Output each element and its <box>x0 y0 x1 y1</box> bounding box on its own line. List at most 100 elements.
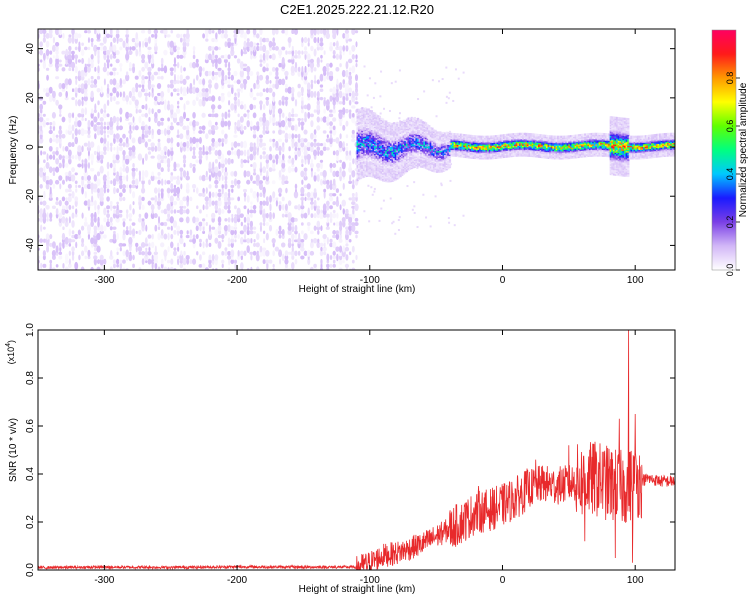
spectrogram-cell <box>409 144 412 148</box>
spectrogram-cell <box>401 125 404 128</box>
spectrogram-cell <box>396 138 399 141</box>
spectrogram-cell <box>170 29 174 34</box>
spectrogram-cell <box>378 115 381 119</box>
spectrogram-cell <box>208 83 212 89</box>
spectrogram-cell <box>388 170 391 173</box>
spectrogram-cell <box>389 165 393 168</box>
spectrogram-cell <box>255 253 260 262</box>
spectrogram-cell <box>394 145 397 148</box>
spectrogram-cell <box>186 29 189 36</box>
spectrogram-cell <box>202 241 205 249</box>
spectrogram-cell <box>262 186 266 195</box>
spectrogram-cell <box>310 82 314 90</box>
spectrogram-cell <box>383 158 386 161</box>
spectrogram-cell <box>45 40 50 48</box>
spectrogram-cell <box>90 212 94 219</box>
spectrogram-cell <box>407 167 410 170</box>
spectrogram-cell <box>362 115 366 119</box>
spectrogram-cell <box>378 164 381 167</box>
spectrogram-cell <box>61 50 66 55</box>
spectrogram-cell <box>383 121 386 124</box>
spectrogram-cell <box>304 46 307 51</box>
spectrogram-cell <box>239 83 244 89</box>
spectrogram-cell <box>402 164 405 167</box>
spectrogram-cell <box>259 154 263 160</box>
spectrogram-cell <box>96 144 101 153</box>
spectrogram-cell <box>129 251 132 255</box>
spectrogram-cell <box>393 133 396 136</box>
spectrogram-cell <box>359 140 362 143</box>
spectrogram-cell <box>84 191 87 199</box>
spectrogram-cell <box>284 96 289 101</box>
spectrogram-cell <box>294 224 298 232</box>
spectrogram-cell <box>121 184 127 189</box>
spectrogram-cell <box>397 168 401 171</box>
spectrogram-cell <box>444 139 447 142</box>
spectrogram-cell <box>396 143 399 146</box>
spectrogram-cell <box>145 247 148 251</box>
spectrogram-cell <box>362 148 366 151</box>
spectrogram-cell <box>388 178 391 182</box>
spectrogram-cell <box>297 50 301 55</box>
spectrogram-cell <box>391 152 394 155</box>
spectrogram-cell <box>374 172 377 175</box>
spectrogram-cell <box>444 141 447 145</box>
spectrogram-cell <box>252 29 257 36</box>
spectrogram-cell <box>97 188 101 194</box>
spectrogram-cell <box>320 117 323 122</box>
spectrogram-cell <box>388 130 391 133</box>
spectrogram-cell <box>271 29 276 36</box>
spectrogram-cell <box>291 138 295 143</box>
spectrogram-cell <box>356 161 359 164</box>
spectrogram-cell <box>413 205 416 208</box>
spectrogram-cell <box>397 146 401 149</box>
spectrogram-cell <box>361 143 364 146</box>
spectrogram-cell <box>361 174 364 177</box>
spectrogram-cell <box>198 149 203 156</box>
spectrogram-cell <box>369 149 372 152</box>
spectrogram-cell <box>67 78 72 86</box>
spectrogram-cell <box>362 121 366 124</box>
spectrogram-cell <box>135 88 139 93</box>
spectrogram-cell <box>301 50 304 55</box>
spectrogram-cell <box>397 162 401 165</box>
spectrogram-cell <box>397 147 401 150</box>
spectrogram-cell <box>323 241 326 249</box>
spectrogram-cell <box>67 141 72 148</box>
spectrogram-cell <box>342 145 346 152</box>
spectrogram-cell <box>412 145 415 149</box>
spectrogram-cell <box>366 126 369 129</box>
spectrogram-cell <box>58 199 62 207</box>
spectrogram-cell <box>362 164 366 167</box>
spectrogram-cell <box>281 78 286 86</box>
spectrogram-cell <box>259 63 263 68</box>
spectrogram-cell <box>383 128 386 131</box>
spectrogram-cell <box>119 166 123 173</box>
spectrogram-cell <box>369 139 372 142</box>
spectrogram-cell <box>421 129 424 132</box>
spectrogram-cell <box>401 133 404 136</box>
spectrogram-cell <box>359 121 362 124</box>
spectrogram-cell <box>234 214 237 218</box>
spectrogram-cell <box>223 204 229 210</box>
spectrogram-cell <box>423 141 426 145</box>
spectrogram-cell <box>236 58 241 64</box>
spectrogram-cell <box>227 188 231 193</box>
spectrogram-cell <box>377 158 380 161</box>
spectrogram-cell <box>369 141 372 144</box>
spectrogram-cell <box>367 142 370 145</box>
spectrogram-cell <box>195 225 199 232</box>
spectrogram-cell <box>378 219 381 222</box>
spectrogram-cell <box>383 124 386 127</box>
spectrogram-cell <box>348 87 353 94</box>
spectrogram-cell <box>369 169 372 172</box>
spectrogram-cell <box>432 134 436 138</box>
spectrogram-cell <box>436 144 439 148</box>
spectrogram-cell <box>370 158 374 162</box>
spectrogram-cell <box>366 111 369 114</box>
spectrogram-cell <box>434 129 437 133</box>
spectrogram-cell <box>71 212 75 219</box>
spectrogram-cell <box>421 125 424 128</box>
spectrogram-cell <box>359 166 362 169</box>
spectrogram-cell <box>402 122 405 125</box>
